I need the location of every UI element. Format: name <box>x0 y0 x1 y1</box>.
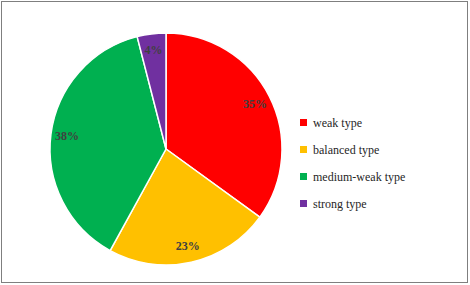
frame <box>2 2 468 283</box>
chart: 35% 23% 38% 4% weak type balanced type medium-… <box>0 0 470 285</box>
legend-swatch <box>300 119 307 126</box>
legend-swatch <box>300 173 307 180</box>
legend-swatch <box>300 146 307 153</box>
legend: weak type balanced type medium-weak type st… <box>300 116 405 211</box>
legend-label: medium-weak type <box>313 170 405 184</box>
data-label: 35% <box>243 97 267 111</box>
data-label: 23% <box>176 239 200 253</box>
legend-label: weak type <box>313 116 362 130</box>
data-label: 4% <box>144 43 162 57</box>
legend-label: strong type <box>313 197 367 211</box>
pie <box>50 33 282 265</box>
data-label: 38% <box>55 129 79 143</box>
legend-swatch <box>300 200 307 207</box>
legend-label: balanced type <box>313 143 379 157</box>
pie-slice <box>137 33 166 149</box>
